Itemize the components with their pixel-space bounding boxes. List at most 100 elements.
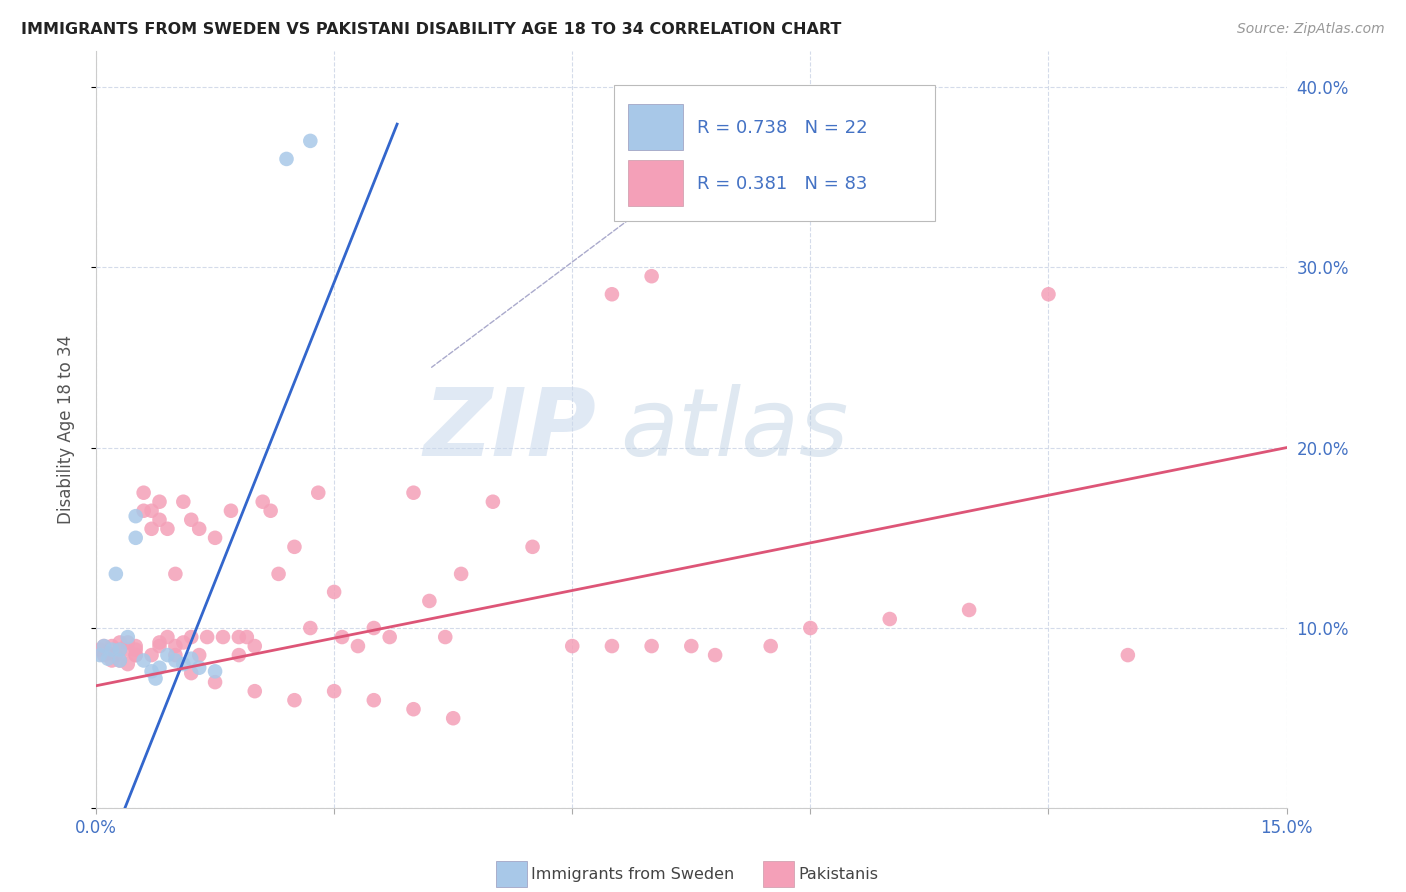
Point bbox=[141, 665, 163, 679]
Point bbox=[188, 661, 211, 675]
Point bbox=[165, 653, 187, 667]
Point bbox=[156, 630, 179, 644]
Point bbox=[93, 639, 115, 653]
Point bbox=[283, 693, 305, 707]
Point bbox=[1038, 287, 1060, 301]
Point bbox=[204, 531, 226, 545]
Point bbox=[759, 639, 782, 653]
Point bbox=[125, 639, 148, 653]
Point bbox=[243, 684, 266, 698]
Point bbox=[228, 630, 250, 644]
Point bbox=[148, 635, 170, 649]
Point bbox=[148, 639, 170, 653]
Point bbox=[307, 485, 329, 500]
Point bbox=[148, 513, 170, 527]
Point bbox=[640, 639, 662, 653]
Point bbox=[104, 566, 127, 581]
Point bbox=[156, 648, 179, 662]
Point bbox=[600, 287, 623, 301]
Point bbox=[219, 504, 242, 518]
Point bbox=[402, 702, 425, 716]
Point bbox=[957, 603, 980, 617]
Point bbox=[363, 621, 385, 635]
Point bbox=[180, 513, 202, 527]
Point bbox=[180, 666, 202, 681]
Point bbox=[165, 648, 187, 662]
FancyBboxPatch shape bbox=[628, 160, 683, 206]
Point bbox=[267, 566, 290, 581]
FancyBboxPatch shape bbox=[628, 103, 683, 150]
Point bbox=[141, 522, 163, 536]
Point bbox=[204, 675, 226, 690]
Point bbox=[363, 693, 385, 707]
Point bbox=[1116, 648, 1139, 662]
Point bbox=[108, 642, 131, 657]
Text: R = 0.738   N = 22: R = 0.738 N = 22 bbox=[697, 119, 868, 137]
Point bbox=[482, 494, 505, 508]
Point bbox=[132, 485, 155, 500]
Point bbox=[402, 485, 425, 500]
Point bbox=[108, 653, 131, 667]
Text: Source: ZipAtlas.com: Source: ZipAtlas.com bbox=[1237, 22, 1385, 37]
Point bbox=[204, 665, 226, 679]
Point bbox=[101, 639, 124, 653]
Point bbox=[195, 630, 218, 644]
Point bbox=[879, 612, 901, 626]
Point bbox=[165, 566, 187, 581]
Point bbox=[125, 648, 148, 662]
Point bbox=[283, 540, 305, 554]
Text: Immigrants from Sweden: Immigrants from Sweden bbox=[531, 867, 735, 881]
Point bbox=[212, 630, 235, 644]
Text: R = 0.381   N = 83: R = 0.381 N = 83 bbox=[697, 175, 868, 193]
Point bbox=[165, 639, 187, 653]
Point bbox=[418, 594, 440, 608]
Point bbox=[93, 639, 115, 653]
Point bbox=[125, 531, 148, 545]
Point bbox=[89, 642, 111, 657]
Point bbox=[132, 653, 155, 667]
Point bbox=[236, 630, 259, 644]
Point bbox=[180, 630, 202, 644]
Point bbox=[441, 711, 464, 725]
Point bbox=[323, 585, 346, 599]
Point bbox=[252, 494, 274, 508]
Text: Pakistanis: Pakistanis bbox=[799, 867, 879, 881]
Y-axis label: Disability Age 18 to 34: Disability Age 18 to 34 bbox=[58, 335, 75, 524]
Point bbox=[188, 522, 211, 536]
Point bbox=[172, 494, 194, 508]
Point bbox=[104, 648, 127, 662]
Point bbox=[141, 648, 163, 662]
Point bbox=[148, 661, 170, 675]
Point bbox=[97, 646, 120, 660]
Point bbox=[125, 648, 148, 662]
Point bbox=[101, 642, 124, 657]
Point bbox=[108, 635, 131, 649]
Point bbox=[259, 504, 281, 518]
Point bbox=[600, 639, 623, 653]
Point bbox=[125, 642, 148, 657]
Point bbox=[378, 630, 401, 644]
Point bbox=[132, 504, 155, 518]
Point bbox=[561, 639, 583, 653]
Point bbox=[172, 657, 194, 672]
Point bbox=[141, 504, 163, 518]
Point bbox=[108, 642, 131, 657]
Point bbox=[799, 621, 821, 635]
Point bbox=[228, 648, 250, 662]
Point bbox=[156, 522, 179, 536]
Point bbox=[450, 566, 472, 581]
Point bbox=[145, 672, 167, 686]
Text: IMMIGRANTS FROM SWEDEN VS PAKISTANI DISABILITY AGE 18 TO 34 CORRELATION CHART: IMMIGRANTS FROM SWEDEN VS PAKISTANI DISA… bbox=[21, 22, 841, 37]
Point bbox=[172, 635, 194, 649]
Point bbox=[347, 639, 370, 653]
FancyBboxPatch shape bbox=[614, 85, 935, 221]
Point bbox=[125, 509, 148, 524]
Point bbox=[117, 657, 139, 672]
Point bbox=[188, 648, 211, 662]
Point bbox=[704, 648, 727, 662]
Point bbox=[434, 630, 457, 644]
Point bbox=[97, 651, 120, 665]
Point bbox=[117, 630, 139, 644]
Point bbox=[323, 684, 346, 698]
Point bbox=[108, 653, 131, 667]
